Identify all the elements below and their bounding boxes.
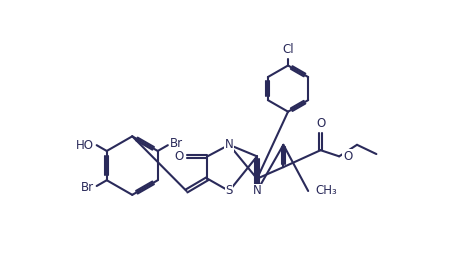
Text: O: O xyxy=(316,117,325,130)
Text: Cl: Cl xyxy=(282,43,294,56)
Text: O: O xyxy=(343,150,352,163)
Text: Br: Br xyxy=(81,181,94,194)
Text: N: N xyxy=(253,185,261,197)
Text: Br: Br xyxy=(170,137,183,150)
Text: HO: HO xyxy=(76,139,94,152)
Text: S: S xyxy=(226,185,233,197)
Text: O: O xyxy=(174,150,183,163)
Text: CH₃: CH₃ xyxy=(315,185,337,197)
Text: N: N xyxy=(225,138,234,151)
